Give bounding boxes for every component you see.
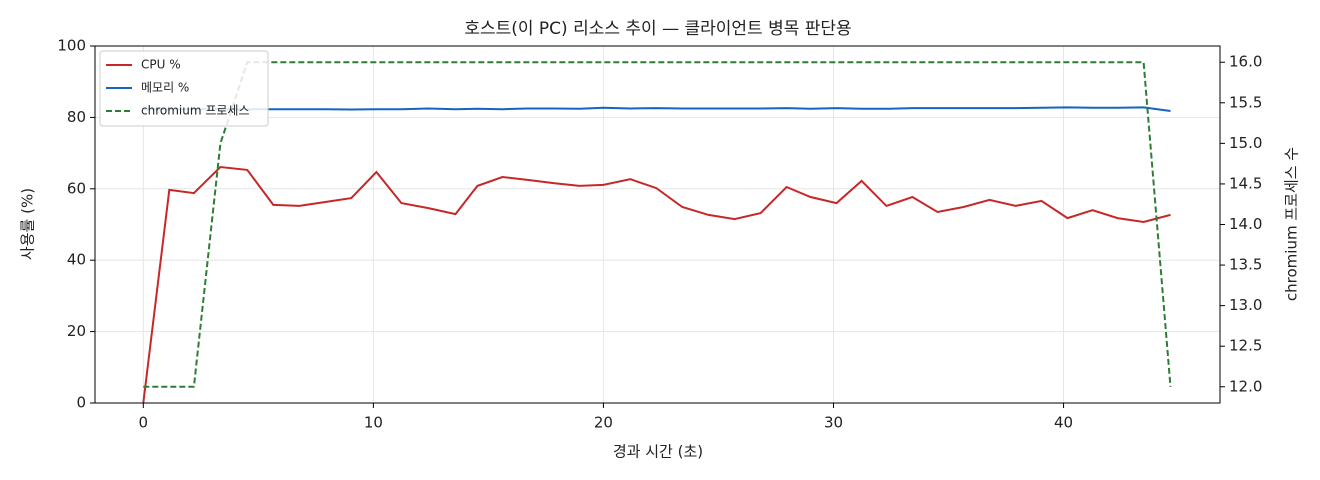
y2-tick-label: 15.5 (1229, 93, 1262, 111)
x-tick-label: 40 (1054, 414, 1073, 432)
y2-tick-label: 12.0 (1229, 377, 1262, 395)
y-tick-label: 80 (67, 108, 86, 126)
line (142, 165, 1171, 404)
legend-label: 메모리 % (141, 81, 189, 95)
y2-tick-label: 14.5 (1229, 174, 1262, 192)
chart-title: 호스트(이 PC) 리소스 추이 — 클라이언트 병목 판단용 (464, 19, 851, 39)
x-tick-label: 10 (364, 414, 383, 432)
y-tick-label: 60 (67, 179, 86, 197)
y2-tick-label: 14.0 (1229, 215, 1262, 233)
y2-tick-label: 15.0 (1229, 134, 1262, 152)
x-tick-label: 0 (139, 414, 149, 432)
y-tick-label: 100 (57, 37, 86, 55)
x-tick-label: 30 (824, 414, 843, 432)
y2-tick-label: 16.0 (1229, 53, 1262, 71)
y-tick-label: 40 (67, 251, 86, 269)
y2-tick-label: 13.0 (1229, 296, 1262, 314)
y-tick-label: 0 (76, 394, 86, 412)
plot-frame (94, 45, 1221, 404)
x-axis-label: 경과 시간 (초) (613, 443, 703, 461)
line (143, 106, 1171, 112)
legend-label: chromium 프로세스 (141, 104, 250, 118)
legend-label: CPU % (141, 58, 181, 72)
y-axis-label: 사용률 (%) (19, 188, 37, 260)
y2-tick-label: 12.5 (1229, 337, 1262, 355)
legend-box (99, 50, 269, 127)
y2-axis-label: chromium 프로세스 수 (1283, 147, 1301, 301)
y2-tick-label: 13.5 (1229, 256, 1262, 274)
x-tick-label: 20 (594, 414, 613, 432)
y-tick-label: 20 (67, 322, 86, 340)
line (143, 61, 1172, 388)
